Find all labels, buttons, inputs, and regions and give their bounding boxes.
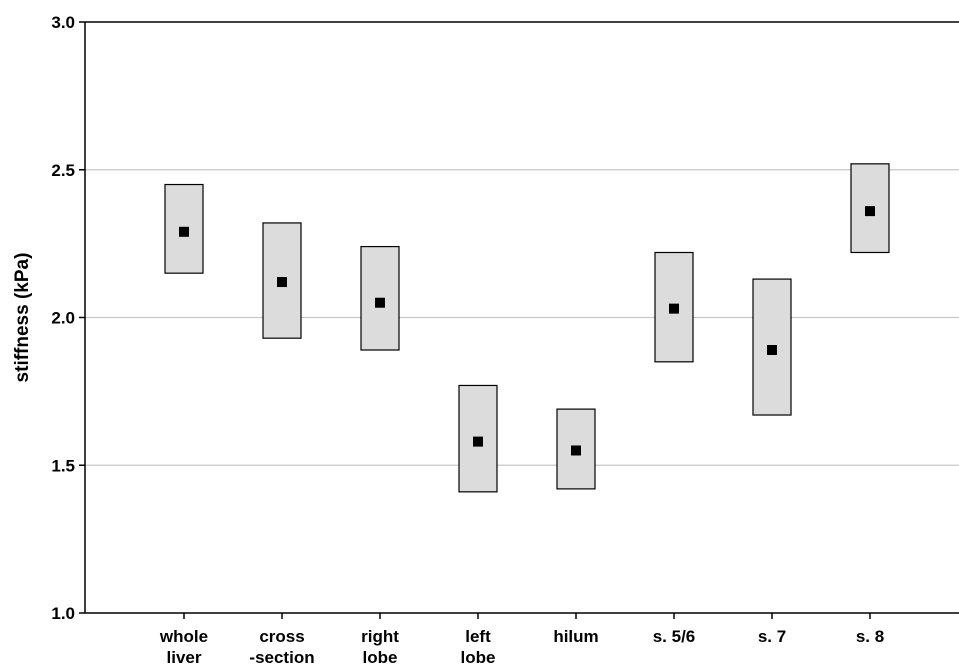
category-label: left lobe [461, 627, 496, 667]
y-tick-label: 2.0 [51, 309, 75, 328]
y-axis-title: stiffness (kPa) [12, 253, 33, 383]
y-tick-label: 1.5 [51, 456, 75, 475]
category-label: right lobe [361, 627, 399, 667]
category-label: cross -section [249, 627, 314, 667]
mean-marker [865, 206, 875, 217]
mean-marker [767, 345, 777, 356]
axes [79, 21, 959, 619]
grid-lines [85, 169, 959, 466]
mean-marker [669, 303, 679, 314]
mean-marker [375, 297, 385, 308]
mean-marker [571, 445, 581, 456]
category-label: whole liver [159, 627, 208, 667]
y-tick-label: 1.0 [51, 604, 75, 623]
y-tick-label: 3.0 [51, 13, 75, 32]
mean-marker [179, 226, 189, 237]
labels: 1.0 1.5 2.0 2.5 3.0 whole liver cross -section ri… [12, 13, 884, 667]
boxes [164, 163, 890, 493]
mean-marker [277, 277, 287, 288]
category-label: hilum [553, 627, 598, 646]
y-tick-label: 2.5 [51, 161, 75, 180]
category-label: s. 5/6 [653, 627, 696, 646]
category-label: s. 8 [856, 627, 884, 646]
mean-marker [473, 436, 483, 447]
category-label: s. 7 [758, 627, 786, 646]
